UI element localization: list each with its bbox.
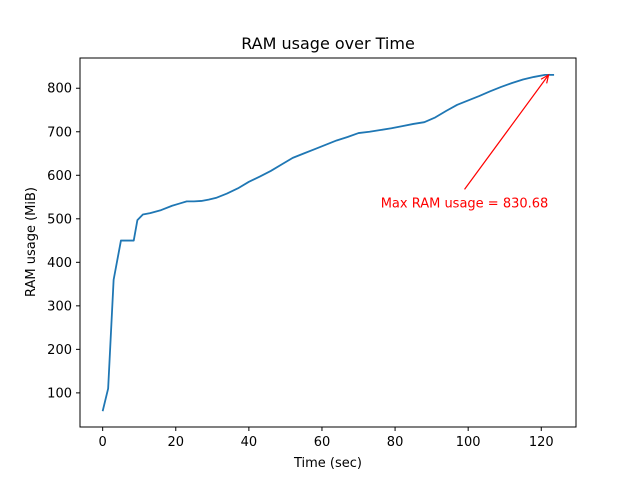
y-tick-label: 300 [47, 299, 72, 314]
y-tick-label: 800 [47, 82, 72, 97]
x-tick-label: 40 [241, 435, 258, 450]
x-tick-label: 20 [167, 435, 184, 450]
x-tick-label: 60 [314, 435, 331, 450]
y-tick-label: 200 [47, 343, 72, 358]
y-axis-ticks: 100 200 300 400 500 600 700 800 [47, 82, 80, 401]
y-tick-label: 600 [47, 169, 72, 184]
y-tick-label: 500 [47, 212, 72, 227]
annotation-text: Max RAM usage = 830.68 [381, 196, 549, 211]
series-line [101, 73, 555, 412]
y-axis-label: RAM usage (MiB) [24, 187, 39, 297]
max-annotation: Max RAM usage = 830.68 [381, 73, 550, 211]
y-tick-label: 100 [47, 386, 72, 401]
y-tick-label: 400 [47, 256, 72, 271]
annotation-arrow [464, 74, 550, 190]
x-tick-label: 0 [99, 435, 107, 450]
x-tick-label: 120 [529, 435, 554, 450]
axes-frame [79, 57, 577, 428]
x-tick-label: 80 [387, 435, 404, 450]
annotation-arrowhead [540, 73, 550, 84]
x-axis-label: Time (sec) [293, 456, 362, 471]
x-axis-ticks: 0 20 40 60 80 100 120 [99, 427, 554, 450]
chart-title: RAM usage over Time [241, 34, 415, 53]
plot-lines [101, 73, 555, 412]
y-tick-label: 700 [47, 125, 72, 140]
x-tick-label: 100 [456, 435, 481, 450]
